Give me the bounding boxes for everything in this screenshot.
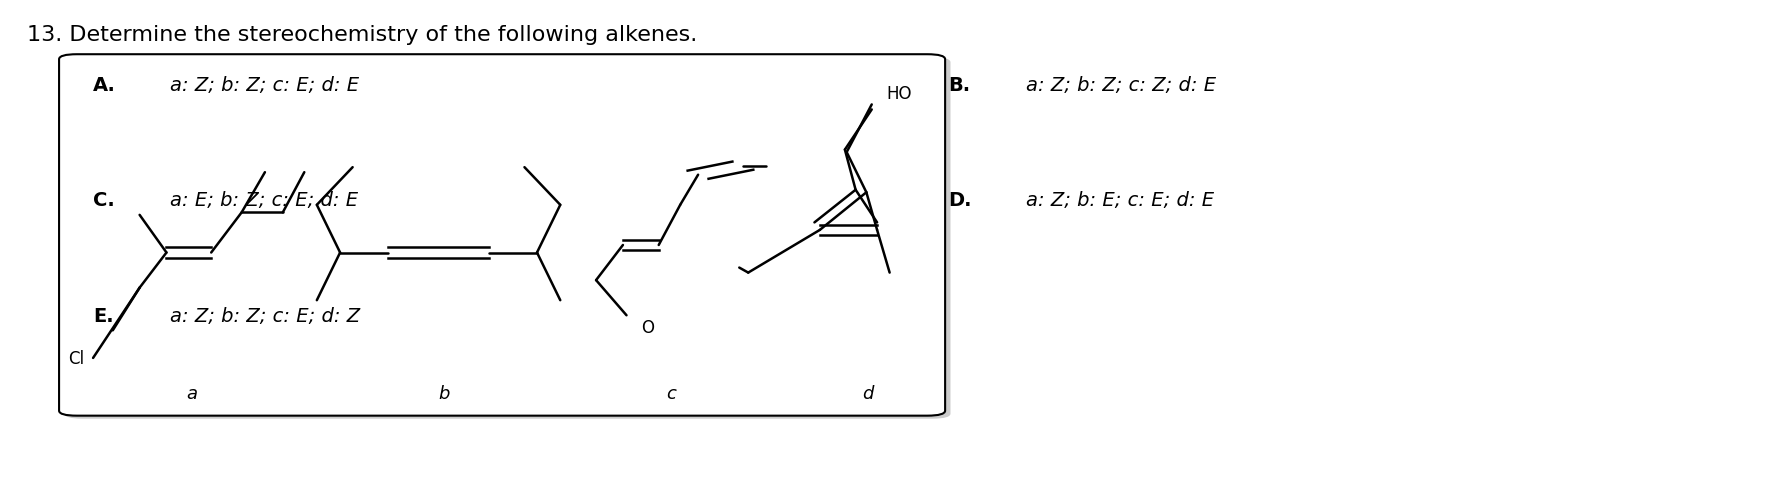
- Text: B.: B.: [948, 76, 970, 95]
- Text: D.: D.: [948, 191, 971, 210]
- Text: b: b: [438, 384, 449, 402]
- Text: d: d: [862, 384, 873, 402]
- Text: E.: E.: [93, 306, 114, 325]
- Text: O: O: [640, 318, 653, 336]
- FancyBboxPatch shape: [59, 55, 945, 416]
- Text: c: c: [666, 384, 676, 402]
- Text: HO: HO: [886, 85, 911, 103]
- Text: A.: A.: [93, 76, 116, 95]
- Text: Cl: Cl: [68, 349, 84, 367]
- Text: a: Z; b: Z; c: E; d: E: a: Z; b: Z; c: E; d: E: [170, 76, 360, 95]
- FancyBboxPatch shape: [64, 58, 950, 419]
- Text: a: Z; b: Z; c: Z; d: E: a: Z; b: Z; c: Z; d: E: [1025, 76, 1215, 95]
- Text: 13. Determine the stereochemistry of the following alkenes.: 13. Determine the stereochemistry of the…: [27, 25, 696, 45]
- Text: a: a: [186, 384, 197, 402]
- Text: C.: C.: [93, 191, 114, 210]
- Text: a: E; b: Z; c: E; d: E: a: E; b: Z; c: E; d: E: [170, 191, 358, 210]
- Text: a: Z; b: E; c: E; d: E: a: Z; b: E; c: E; d: E: [1025, 191, 1213, 210]
- Text: a: Z; b: Z; c: E; d: Z: a: Z; b: Z; c: E; d: Z: [170, 306, 360, 325]
